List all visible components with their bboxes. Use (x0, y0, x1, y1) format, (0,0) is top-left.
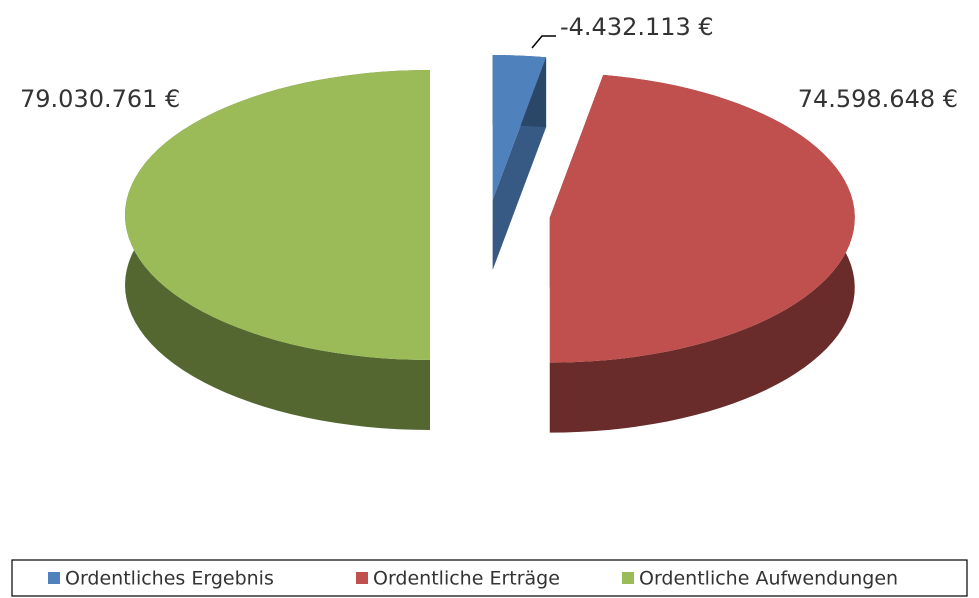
legend-label: Ordentliche Aufwendungen (639, 568, 898, 590)
leader-line (531, 35, 556, 49)
legend-swatch (48, 572, 60, 584)
legend-label: Ordentliche Erträge (373, 568, 560, 590)
data-label: 79.030.761 € (20, 85, 180, 113)
slice-top (125, 70, 430, 360)
slice (125, 70, 430, 430)
legend-label: Ordentliches Ergebnis (65, 568, 274, 590)
data-label: 74.598.648 € (798, 85, 958, 113)
legend-box (11, 559, 968, 597)
slice (492, 55, 547, 271)
legend-swatch (356, 572, 368, 584)
data-label: -4.432.113 € (560, 13, 714, 41)
legend-swatch (622, 572, 634, 584)
slice (549, 74, 855, 433)
slice-top (549, 74, 855, 363)
slice-top (492, 55, 547, 201)
